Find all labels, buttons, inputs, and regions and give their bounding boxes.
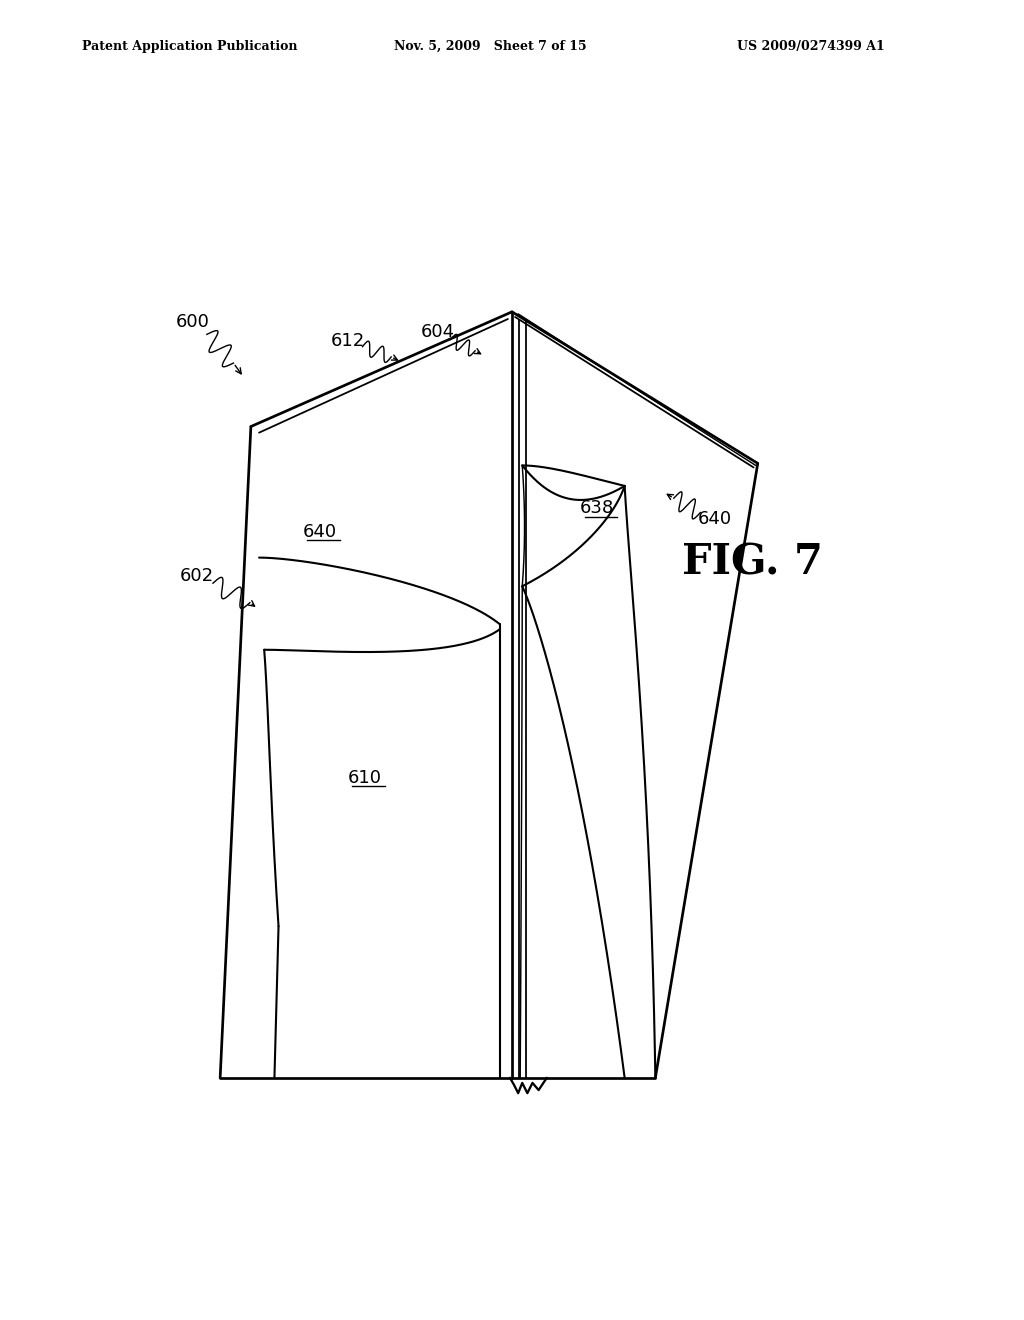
Text: 638: 638 — [580, 499, 614, 517]
Text: 640: 640 — [302, 523, 337, 541]
Text: 604: 604 — [421, 323, 456, 342]
Text: US 2009/0274399 A1: US 2009/0274399 A1 — [737, 40, 885, 53]
Text: 640: 640 — [697, 510, 732, 528]
Text: FIG. 7: FIG. 7 — [682, 541, 823, 583]
Text: Nov. 5, 2009   Sheet 7 of 15: Nov. 5, 2009 Sheet 7 of 15 — [394, 40, 587, 53]
Text: 600: 600 — [175, 313, 210, 331]
Text: 612: 612 — [331, 331, 366, 350]
Text: Patent Application Publication: Patent Application Publication — [82, 40, 297, 53]
Text: 610: 610 — [347, 768, 382, 787]
Text: 602: 602 — [179, 568, 214, 585]
